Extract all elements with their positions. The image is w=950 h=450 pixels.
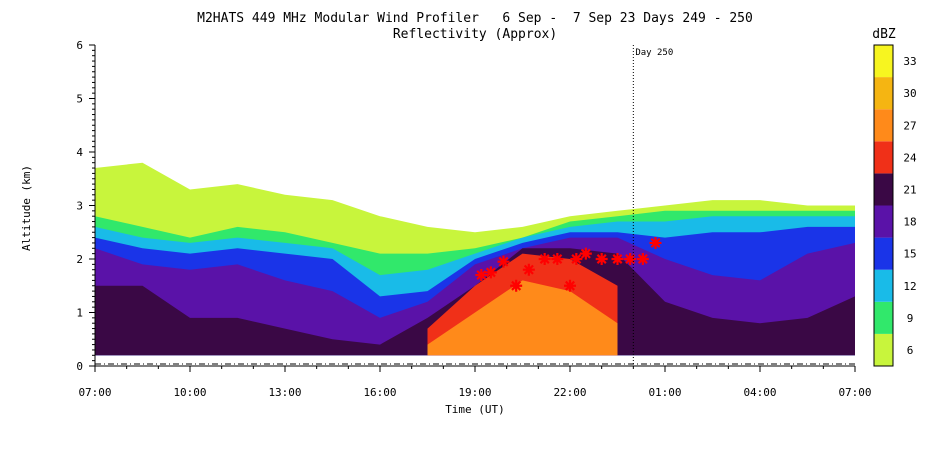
- marker-point: [522, 263, 535, 276]
- colorbar-segment: [874, 333, 893, 366]
- x-tick-label: 22:00: [553, 386, 586, 399]
- marker-point: [475, 269, 488, 282]
- y-tick-label: 2: [76, 253, 83, 266]
- colorbar-segment: [874, 269, 893, 302]
- axes: Day 250 0 1 2 3 4 5 6 07:00 10:00 13:00 16:00 19:00 2…: [76, 39, 871, 399]
- y-tick-label: 5: [76, 93, 83, 106]
- colorbar-label: 30: [903, 87, 916, 100]
- x-tick-label: 19:00: [458, 386, 491, 399]
- chart-title: M2HATS 449 MHz Modular Wind Profiler 6 S…: [197, 11, 753, 26]
- marker-point: [497, 255, 510, 268]
- colorbar-label: 18: [903, 216, 916, 229]
- reflectivity-layer-27dbz: [427, 280, 618, 356]
- x-tick-label: 07:00: [78, 386, 111, 399]
- marker-point: [484, 266, 497, 279]
- marker-point: [624, 253, 637, 265]
- marker-point: [538, 253, 551, 265]
- colorbar-segment: [874, 141, 893, 174]
- colorbar-segment: [874, 205, 893, 238]
- colorbar-unit: dBZ: [872, 27, 896, 42]
- marker-point: [595, 253, 608, 265]
- colorbar-label: 33: [903, 55, 916, 68]
- marker-point: [649, 236, 662, 249]
- colorbar-segment: [874, 173, 893, 206]
- plot-area: [95, 162, 855, 356]
- colorbar-label: 12: [903, 280, 916, 293]
- colorbar-segment: [874, 109, 893, 142]
- marker-point: [510, 279, 523, 292]
- colorbar-label: 15: [903, 248, 916, 261]
- y-tick-label: 1: [76, 307, 83, 320]
- marker-point: [564, 279, 576, 292]
- marker-layer: [475, 236, 662, 292]
- day-marker-label: Day 250: [635, 48, 673, 58]
- x-tick-label: 10:00: [173, 386, 206, 399]
- y-tick-label: 6: [76, 39, 83, 52]
- colorbar-segment: [874, 237, 893, 270]
- y-tick-label: 3: [76, 200, 83, 213]
- x-tick-label: 01:00: [648, 386, 681, 399]
- marker-point: [579, 247, 592, 260]
- y-tick-label: 4: [76, 146, 83, 159]
- marker-point: [611, 253, 624, 265]
- colorbar-label: 9: [907, 312, 914, 325]
- marker-point: [570, 253, 583, 265]
- y-axis-label: Altitude (km): [20, 165, 33, 251]
- chart-subtitle: Reflectivity (Approx): [393, 27, 557, 42]
- x-tick-label: 04:00: [743, 386, 776, 399]
- colorbar-label: 6: [907, 344, 914, 357]
- marker-point: [551, 253, 564, 265]
- x-tick-label: 13:00: [268, 386, 301, 399]
- colorbar-segment: [874, 45, 893, 78]
- marker-point: [636, 253, 649, 265]
- colorbar-segment: [874, 77, 893, 110]
- colorbar-label: 24: [903, 151, 917, 164]
- colorbar-label: 21: [903, 183, 916, 196]
- colorbar-frame: [873, 44, 894, 367]
- colorbar-label: 27: [903, 119, 916, 132]
- x-axis-label: Time (UT): [445, 403, 505, 416]
- colorbar-segment: [874, 301, 893, 334]
- colorbar: 6 9 12 15 18 21 24 27 30 33: [873, 44, 917, 367]
- x-tick-label: 07:00: [838, 386, 871, 399]
- x-tick-label: 16:00: [363, 386, 396, 399]
- y-tick-label: 0: [76, 360, 83, 373]
